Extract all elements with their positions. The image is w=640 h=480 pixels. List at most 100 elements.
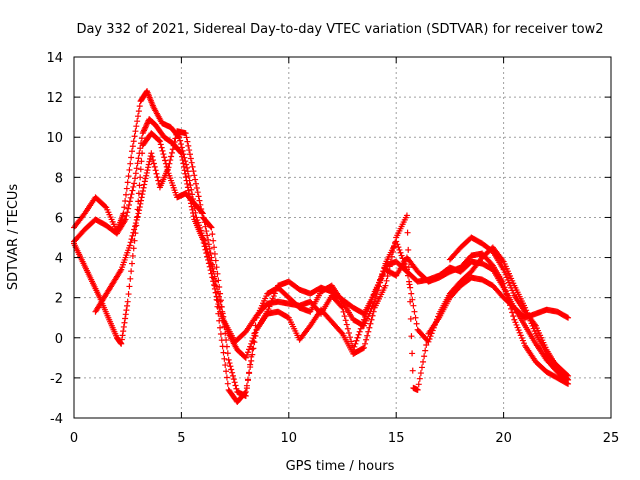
data-point <box>126 166 133 173</box>
data-point <box>132 170 139 177</box>
data-point <box>127 275 134 282</box>
data-point <box>132 128 139 135</box>
data-point <box>270 293 277 300</box>
data-point <box>216 284 223 291</box>
data-point <box>373 291 380 298</box>
data-point <box>137 166 144 173</box>
data-point <box>249 346 256 353</box>
data-point <box>360 344 367 351</box>
data-point <box>362 340 369 347</box>
data-point <box>430 324 437 331</box>
data-point <box>180 163 187 170</box>
data-point <box>229 369 236 376</box>
data-point <box>129 252 136 259</box>
data-point <box>135 108 142 115</box>
data-point <box>212 257 219 264</box>
data-point <box>563 375 570 382</box>
data-point <box>191 172 198 179</box>
data-point <box>122 315 129 322</box>
data-point <box>359 345 366 352</box>
data-point <box>131 180 138 187</box>
y-tick-label: 8 <box>55 171 63 186</box>
data-point <box>143 172 150 179</box>
y-axis-label: SDTVAR / TECUs <box>6 184 21 291</box>
data-point <box>128 148 135 155</box>
data-point <box>168 153 175 160</box>
data-point <box>161 154 168 161</box>
data-point <box>413 320 420 327</box>
y-tick-label: 14 <box>46 51 63 66</box>
data-point <box>178 144 185 151</box>
data-point <box>138 197 145 204</box>
data-point <box>119 332 126 339</box>
y-tick-label: 4 <box>55 252 63 267</box>
data-point <box>215 301 222 308</box>
data-point <box>195 193 202 200</box>
data-point <box>345 329 352 336</box>
data-point <box>355 331 362 338</box>
data-point <box>202 223 209 230</box>
data-point <box>193 184 200 191</box>
data-point <box>217 297 224 304</box>
data-point <box>417 370 424 377</box>
data-point <box>248 353 255 360</box>
data-point <box>246 369 253 376</box>
data-point <box>431 321 438 328</box>
data-point <box>127 239 134 246</box>
data-point <box>410 302 417 309</box>
data-point <box>171 139 178 146</box>
data-point <box>385 268 392 275</box>
data-point <box>338 303 345 310</box>
data-point <box>224 350 231 357</box>
data-point <box>365 328 372 335</box>
data-point <box>414 386 421 393</box>
data-point <box>222 362 229 369</box>
data-point <box>130 183 137 190</box>
data-point <box>425 338 432 345</box>
data-point <box>415 381 422 388</box>
data-point <box>384 273 391 280</box>
data-point <box>136 204 143 211</box>
data-point <box>150 157 157 164</box>
data-point <box>128 154 135 161</box>
y-tick-label: 0 <box>55 332 63 347</box>
data-point <box>134 160 141 167</box>
data-point <box>204 232 211 239</box>
data-point <box>247 361 254 368</box>
data-point <box>505 279 512 286</box>
data-point <box>205 260 212 267</box>
data-point <box>510 290 517 297</box>
data-point <box>207 223 214 230</box>
data-point <box>184 138 191 145</box>
data-point <box>429 327 436 334</box>
data-point <box>507 282 514 289</box>
data-point <box>193 180 200 187</box>
data-point <box>179 157 186 164</box>
data-point <box>521 340 528 347</box>
data-point <box>125 202 132 209</box>
data-point <box>205 241 212 248</box>
data-point <box>166 160 173 167</box>
data-point <box>182 174 189 181</box>
y-tick-label: -2 <box>50 372 63 387</box>
data-point <box>428 330 435 337</box>
data-point <box>223 336 230 343</box>
data-point <box>408 333 415 340</box>
data-point <box>405 246 412 253</box>
data-point <box>395 244 402 251</box>
data-point <box>127 160 134 167</box>
data-point <box>252 332 259 339</box>
data-point <box>138 158 145 165</box>
data-point <box>268 298 275 305</box>
data-point <box>184 180 191 187</box>
data-point <box>183 177 190 184</box>
data-point <box>120 323 127 330</box>
data-point <box>209 231 216 238</box>
data-point <box>190 168 197 175</box>
data-point <box>178 150 185 157</box>
data-point <box>182 170 189 177</box>
data-point <box>374 287 381 294</box>
data-point <box>500 266 507 273</box>
data-point <box>151 163 158 170</box>
data-point <box>186 147 193 154</box>
